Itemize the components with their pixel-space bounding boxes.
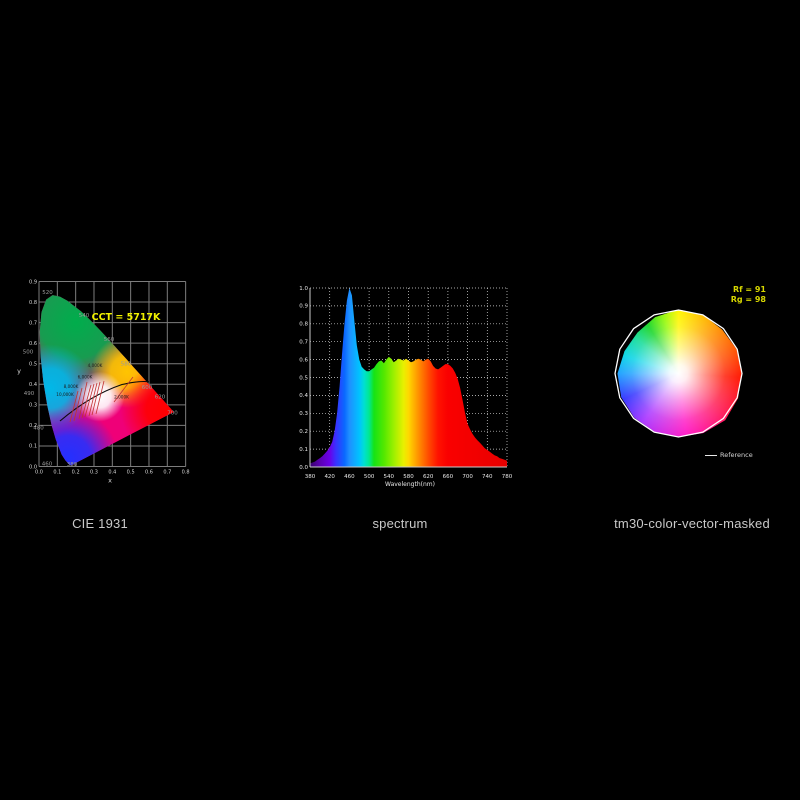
spectrum-x-tick-label: 620 — [423, 474, 434, 480]
spectrum-x-tick-label: 780 — [502, 474, 513, 480]
spectrum-y-tick-label: 0.6 — [299, 357, 308, 363]
tm30-color-vector-wheel — [613, 308, 744, 439]
iso-cct-line — [113, 376, 134, 403]
spectrum-y-tick-label: 0.3 — [299, 411, 308, 417]
spectrum-y-tick-label: 0.8 — [299, 322, 308, 328]
locus-wavelength-label: 620 — [155, 395, 166, 401]
iso-cct-line — [84, 383, 95, 418]
cie-x-tick-label: 0.4 — [108, 470, 116, 476]
iso-cct-line — [88, 382, 98, 417]
tm30-legend: Reference — [705, 451, 753, 459]
cie-y-tick-label: 0.3 — [29, 403, 37, 409]
planckian-cct-label: 2,000K — [114, 395, 129, 400]
cie-y-tick-label: 0.1 — [29, 444, 37, 450]
iso-cct-line — [91, 381, 101, 416]
cie-y-tick-label: 0.6 — [29, 341, 37, 347]
spectrum-y-tick-label: 0.0 — [299, 465, 308, 471]
iso-cct-line — [95, 380, 105, 415]
cie-y-tick-label: 0.2 — [29, 423, 37, 429]
spectrum-y-tick-label: 1.0 — [299, 286, 308, 292]
spectrum-x-tick-label: 380 — [305, 474, 316, 480]
planckian-cct-label: 10,000K — [56, 392, 74, 397]
cie-y-axis-title: y — [17, 367, 21, 375]
cie-x-tick-label: 0.5 — [127, 470, 135, 476]
reference-circle-outline — [614, 309, 743, 438]
tm30-metrics: Rf = 91 Rg = 98 — [700, 285, 766, 304]
spectrum-x-tick-label: 740 — [482, 474, 493, 480]
locus-wavelength-label: 490 — [24, 391, 35, 397]
cie-horseshoe — [39, 295, 174, 466]
spectrum-plot: 0.0 0.1 0.2 0.3 0.4 0.5 0.6 0.7 0.8 0.9 1.0 380 420 4… — [299, 286, 512, 480]
iso-cct-line — [69, 390, 79, 423]
cie-y-tick-label: 0.0 — [29, 464, 37, 470]
caption-spectrum: spectrum — [372, 516, 428, 531]
cie-y-tick-label: 0.5 — [29, 362, 37, 368]
cct-value-label: CCT = 5717K — [92, 312, 161, 323]
planckian-cct-label: 8,000K — [64, 384, 79, 389]
spectrum-y-tick-label: 0.4 — [299, 393, 308, 399]
cie-x-tick-label: 0.6 — [145, 470, 153, 476]
cie-x-tick-label: 0.7 — [163, 470, 171, 476]
spectrum-x-tick-label: 500 — [364, 474, 375, 480]
cie-x-tick-label: 0.8 — [182, 470, 190, 476]
spectrum-y-tick-label: 0.9 — [299, 304, 308, 310]
spectrum-y-tick-label: 0.1 — [299, 447, 308, 453]
spectrum-y-tick-label: 0.2 — [299, 429, 308, 435]
rf-value-label: Rf = 91 — [732, 285, 766, 294]
tm30-reference-overlay — [614, 309, 743, 438]
spectrum-y-tick-label: 0.5 — [299, 375, 308, 381]
charts-canvas: 4,000K 6,000K 8,000K 10,000K 2,000K 520 540 560… — [17, 279, 513, 488]
iso-cct-line — [78, 381, 88, 420]
planckian-locus-curve — [59, 380, 150, 422]
spectrum-x-tick-label: 580 — [403, 474, 414, 480]
locus-wavelength-label: 520 — [42, 290, 53, 296]
caption-cie-1931: CIE 1931 — [72, 516, 128, 531]
locus-wavelength-label: 560 — [104, 337, 115, 343]
spectrum-x-tick-label: 420 — [324, 474, 335, 480]
spectrum-x-tick-label: 660 — [443, 474, 454, 480]
rg-value-label: Rg = 98 — [730, 294, 766, 304]
locus-wavelength-label: 600 — [142, 385, 153, 391]
cie-1931-diagram: 4,000K 6,000K 8,000K 10,000K 2,000K 520 540 560… — [23, 279, 190, 476]
cie-y-tick-label: 0.8 — [29, 300, 37, 306]
locus-wavelength-label: 540 — [79, 313, 90, 319]
cie-x-tick-label: 0.3 — [90, 470, 98, 476]
spd-curve — [310, 288, 507, 467]
cie-y-tick-label: 0.7 — [29, 320, 37, 326]
cie-x-tick-label: 0.2 — [72, 470, 80, 476]
cie-y-tick-label: 0.9 — [29, 279, 37, 285]
locus-wavelength-label: 460 — [42, 462, 53, 468]
locus-wavelength-label: 500 — [23, 350, 34, 356]
locus-wavelength-label: 380 — [67, 462, 78, 468]
iso-cct-line — [73, 387, 83, 422]
locus-wavelength-label: 480 — [33, 426, 44, 432]
spectrum-y-tick-label: 0.7 — [299, 340, 308, 346]
cie-x-axis-title: x — [108, 477, 112, 485]
spectrum-x-tick-label: 540 — [384, 474, 395, 480]
spectrum-x-tick-label: 700 — [462, 474, 473, 480]
reference-legend-label: Reference — [720, 451, 753, 459]
caption-tm30: tm30-color-vector-masked — [614, 516, 770, 531]
locus-wavelength-label: 580 — [121, 362, 132, 368]
reference-line-icon — [705, 454, 717, 456]
iso-cct-line — [81, 384, 92, 419]
cie-x-tick-label: 0.0 — [35, 470, 43, 476]
letterbox-band: 4,000K 6,000K 8,000K 10,000K 2,000K 520 540 560… — [0, 249, 800, 550]
planckian-cct-label: 6,000K — [78, 375, 93, 380]
spectrum-x-axis-title: Wavelength(nm) — [385, 481, 435, 488]
spectrum-x-tick-label: 460 — [344, 474, 355, 480]
cie-x-tick-label: 0.1 — [53, 470, 61, 476]
cie-y-tick-label: 0.4 — [29, 382, 37, 388]
locus-wavelength-label: 700 — [167, 411, 178, 417]
planckian-cct-label: 4,000K — [88, 363, 103, 368]
